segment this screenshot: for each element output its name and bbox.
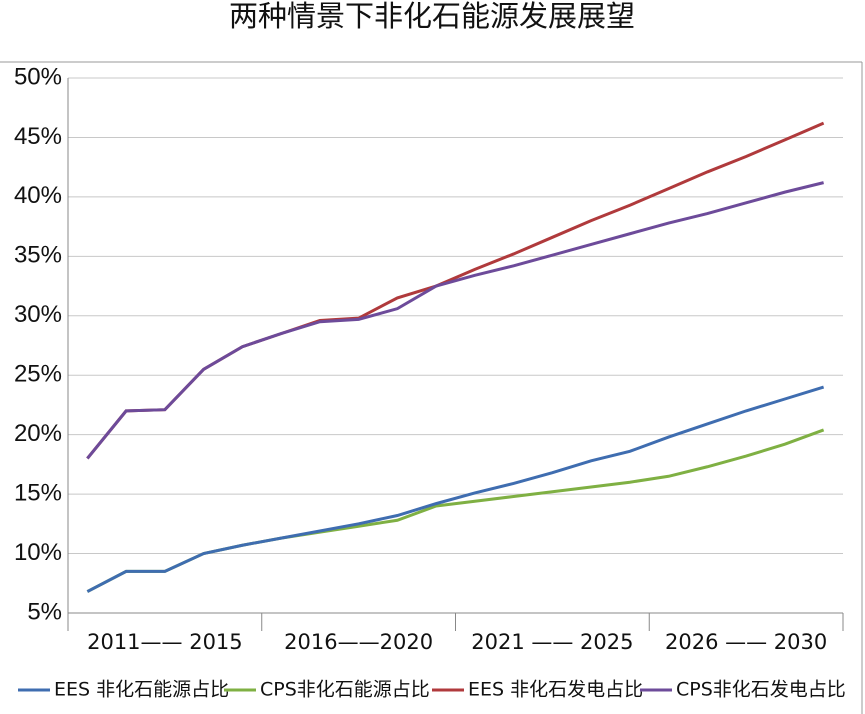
legend-label: CPS非化石能源占比 bbox=[260, 679, 430, 701]
legend-label: EES 非化石能源占比 bbox=[54, 679, 229, 701]
x-group-label: 2011—— 2015 bbox=[87, 630, 243, 654]
y-tick-label: 10% bbox=[14, 539, 62, 566]
x-group-label: 2021 —— 2025 bbox=[471, 630, 633, 654]
series-line bbox=[86, 121, 825, 460]
series-line bbox=[86, 385, 825, 593]
y-tick-label: 35% bbox=[14, 242, 62, 269]
chart-title: 两种情景下非化石能源发展展望 bbox=[229, 0, 635, 33]
series-line bbox=[86, 428, 825, 593]
x-group-label: 2026 —— 2030 bbox=[665, 630, 827, 654]
y-tick-label: 15% bbox=[14, 479, 62, 506]
y-tick-label: 50% bbox=[14, 63, 62, 90]
y-tick-label: 5% bbox=[27, 598, 62, 625]
legend-label: CPS非化石发电占比 bbox=[676, 679, 846, 701]
x-group-label: 2016——2020 bbox=[284, 630, 433, 654]
y-tick-label: 45% bbox=[14, 123, 62, 150]
y-tick-label: 20% bbox=[14, 420, 62, 447]
legend-label: EES 非化石发电占比 bbox=[468, 679, 643, 701]
series-line bbox=[86, 181, 824, 460]
y-tick-label: 30% bbox=[14, 301, 62, 328]
y-tick-label: 25% bbox=[14, 361, 62, 388]
y-tick-label: 40% bbox=[14, 182, 62, 209]
